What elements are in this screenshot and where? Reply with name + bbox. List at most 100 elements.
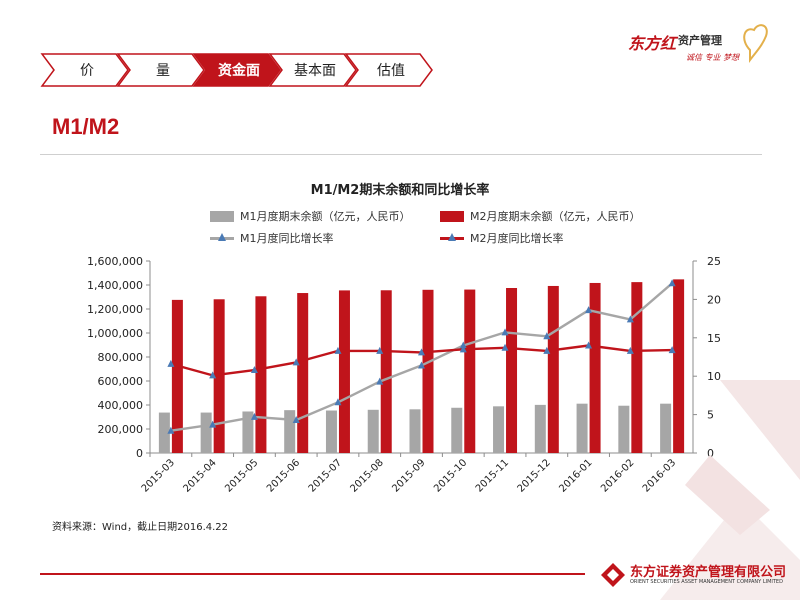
m1-growth-point [334, 398, 342, 406]
m2-growth-point [250, 366, 258, 374]
nav-tab-label: 价 [80, 63, 94, 79]
m2-growth-point [668, 346, 676, 354]
bar-m2 [380, 290, 392, 453]
nav-tab-0[interactable]: 价 [40, 53, 129, 87]
bar-m2 [297, 293, 309, 453]
bar-m2 [213, 299, 225, 453]
decorative-shape [660, 380, 800, 600]
orient-logo-icon [601, 563, 625, 587]
m1-growth-point [543, 332, 551, 340]
nav-tab-label: 资金面 [218, 62, 260, 79]
nav-tab-label: 量 [156, 63, 170, 79]
title-divider [40, 154, 762, 155]
m2-growth-point [167, 359, 175, 367]
nav-tab-2[interactable]: 资金面 [192, 53, 281, 87]
nav-tab-shape [268, 53, 357, 87]
x-tick-label: 2015-07 [307, 457, 344, 494]
y-right-tick-label: 15 [707, 332, 721, 345]
chart-title: M1/M2期末余额和同比增长率 [310, 183, 490, 198]
y-right-tick-label: 5 [707, 409, 714, 422]
bar-m2 [506, 288, 518, 453]
m1-growth-point [501, 328, 509, 336]
y-left-tick-label: 800,000 [98, 351, 144, 364]
y-left-tick-label: 400,000 [98, 399, 144, 412]
y-right-tick-label: 20 [707, 293, 721, 306]
footer-company-name: 东方证券资产管理有限公司 [630, 565, 787, 580]
m1-growth-point [626, 315, 634, 323]
nav-tab-label: 估值 [377, 63, 405, 79]
legend-m2-bar-swatch [440, 210, 464, 222]
nav-tab-3[interactable]: 基本面 [268, 53, 357, 87]
x-tick-label: 2015-11 [474, 457, 511, 494]
x-tick-label: 2015-06 [265, 457, 302, 494]
bar-m2 [171, 299, 183, 453]
m1-growth-point [209, 420, 217, 428]
y-left-tick-label: 1,200,000 [87, 303, 143, 316]
legend-m2-bar: M2月度期末余额（亿元，人民币） [440, 208, 641, 224]
y-left-tick-label: 1,600,000 [87, 255, 143, 268]
bar-m1 [284, 410, 296, 453]
y-left-tick-label: 200,000 [98, 423, 144, 436]
nav-tab-4[interactable]: 估值 [344, 53, 433, 87]
source-note: 资料来源：Wind，截止日期2016.4.22 [52, 522, 229, 533]
legend-m1-line-label: M1月度同比增长率 [240, 232, 334, 245]
m2-growth-point [418, 348, 425, 356]
legend-m1-bar-swatch [210, 210, 234, 222]
bar-m2 [338, 290, 350, 453]
bar-m1 [367, 409, 379, 453]
bar-m1 [325, 410, 337, 453]
bar-m1 [242, 411, 254, 453]
y-right-tick-label: 25 [707, 255, 721, 268]
y-left-tick-label: 600,000 [98, 375, 144, 388]
bar-m1 [618, 405, 630, 453]
bar-m2 [673, 279, 685, 453]
bar-m1 [660, 403, 672, 453]
brand-sub: 资产管理 [678, 34, 722, 47]
bar-m2 [422, 289, 434, 453]
bar-m1 [493, 406, 505, 453]
brand-slogan: 诚信 专业 梦想 [686, 53, 740, 62]
m2-growth-point [209, 371, 217, 379]
legend-m1-bar-label: M1月度期末余额（亿元，人民币） [240, 210, 411, 223]
nav-chevrons: 价 量 资金面 基本面 估值 [40, 53, 433, 87]
nav-tab-label: 基本面 [294, 62, 336, 79]
m2-growth-point [543, 346, 551, 354]
bar-m2 [589, 282, 601, 453]
m1-growth-point [459, 341, 467, 349]
y-left-tick-label: 1,400,000 [87, 279, 143, 292]
bar-m2 [631, 282, 643, 453]
brand-name: 东方红 [628, 34, 677, 53]
nav-tab-shape [116, 53, 205, 87]
page-title: M1/M2 [52, 114, 120, 139]
m2-growth-point [501, 343, 509, 351]
m2-growth-point [585, 341, 593, 349]
x-tick-label: 2015-04 [181, 457, 218, 494]
nav-bar: 价 量 资金面 基本面 估值 [40, 52, 440, 88]
legend-m1-line-swatch [210, 231, 234, 245]
m2-growth-point [459, 345, 467, 353]
legend-m2-line: M2月度同比增长率 [440, 230, 564, 246]
m2-growth-point [334, 346, 342, 354]
legend-m2-line-label: M2月度同比增长率 [470, 232, 564, 245]
y-left-tick-label: 0 [136, 447, 143, 460]
x-tick-label: 2015-10 [432, 457, 469, 494]
legend-m1-line: M1月度同比增长率 [210, 230, 334, 246]
m2-growth-point [626, 346, 634, 354]
bar-m1 [534, 404, 546, 453]
nav-tab-shape [192, 53, 281, 87]
x-tick-label: 2015-08 [349, 457, 386, 494]
m1-growth-point [292, 415, 300, 423]
footer-company-en: ORIENT SECURITIES ASSET MANAGEMENT COMPA… [630, 579, 783, 585]
m1-growth-point [167, 426, 175, 434]
nav-tab-shape [40, 53, 129, 87]
legend-m2-bar-label: M2月度期末余额（亿元，人民币） [470, 210, 641, 223]
m1-growth-point [418, 361, 425, 369]
y-right-tick-label: 10 [707, 370, 721, 383]
bar-m1 [409, 409, 421, 453]
nav-tab-1[interactable]: 量 [116, 53, 205, 87]
m1-growth-point [250, 412, 258, 420]
footer-logo: 东方证券资产管理有限公司 ORIENT SECURITIES ASSET MAN… [600, 560, 790, 590]
legend-m2-line-swatch [440, 231, 464, 245]
brand-logo: 东方红 资产管理 诚信 专业 梦想 [628, 20, 778, 68]
